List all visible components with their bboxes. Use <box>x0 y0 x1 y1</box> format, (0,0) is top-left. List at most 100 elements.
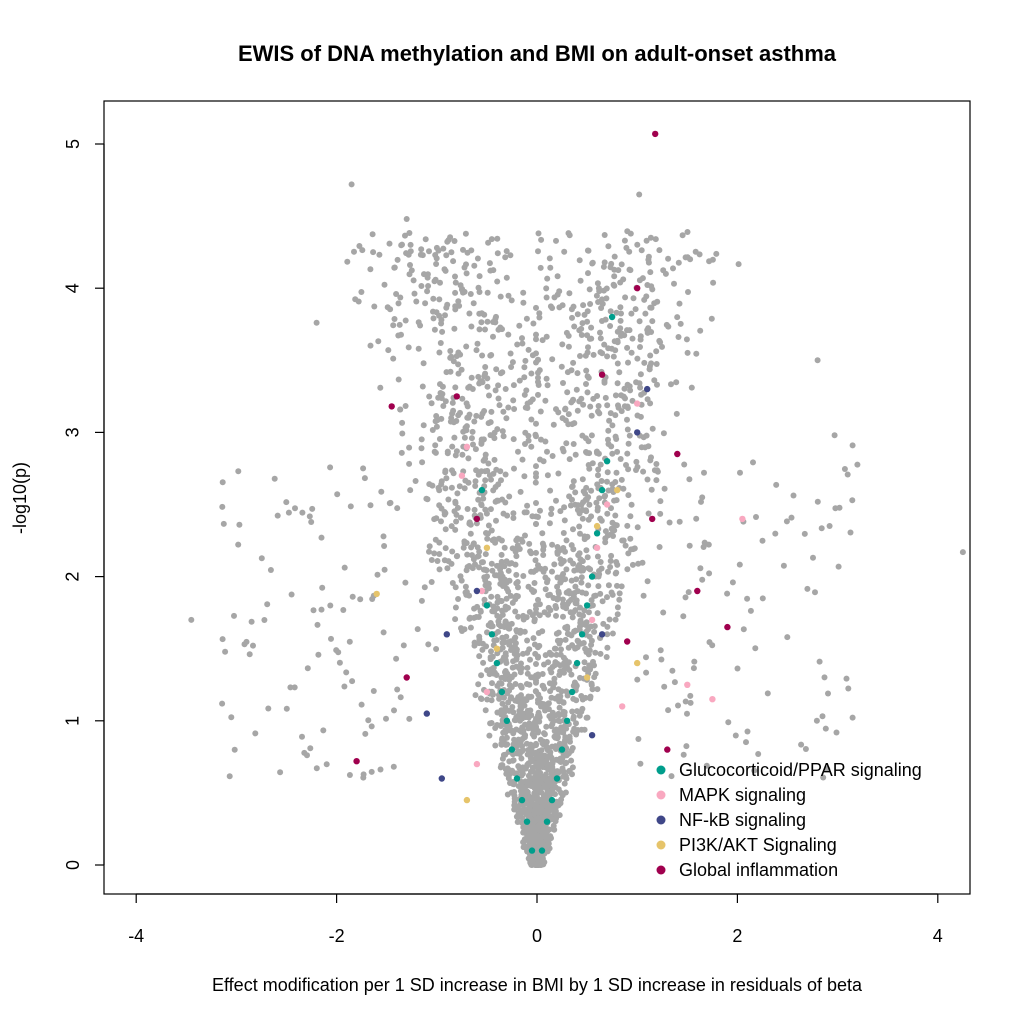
background-point <box>465 455 472 462</box>
background-point <box>477 608 484 615</box>
background-point <box>498 740 505 747</box>
background-point <box>570 526 576 533</box>
background-point <box>528 837 535 844</box>
background-point <box>515 613 522 620</box>
background-point <box>400 642 407 649</box>
background-point <box>847 529 854 536</box>
background-point <box>561 780 568 787</box>
background-point <box>576 550 583 557</box>
background-point <box>642 310 649 317</box>
background-point <box>521 628 528 635</box>
background-point <box>436 502 443 509</box>
background-point <box>391 316 398 322</box>
background-point <box>611 273 618 280</box>
background-point <box>383 715 389 722</box>
background-point <box>841 466 848 472</box>
background-point <box>433 244 440 251</box>
background-point <box>441 557 448 564</box>
background-point <box>609 630 616 637</box>
background-point <box>657 647 664 654</box>
background-point <box>612 433 619 440</box>
background-point <box>548 715 555 722</box>
background-point <box>474 340 481 347</box>
background-point <box>570 441 577 447</box>
background-point <box>538 236 545 243</box>
background-point <box>605 436 611 443</box>
background-point <box>615 267 622 274</box>
background-point <box>568 577 575 584</box>
background-point <box>438 316 445 323</box>
background-point <box>533 350 539 357</box>
series-0-point <box>528 847 536 854</box>
background-point <box>572 600 579 607</box>
background-point <box>445 496 452 503</box>
series-1-point <box>709 696 716 703</box>
background-point <box>604 402 611 409</box>
y-tick-label: 0 <box>63 860 83 870</box>
background-point <box>502 618 509 625</box>
background-point <box>585 609 592 616</box>
background-point <box>617 317 624 324</box>
background-point <box>390 355 397 362</box>
background-point <box>612 512 619 519</box>
background-point <box>505 404 512 411</box>
background-point <box>482 455 489 462</box>
background-point <box>527 824 534 831</box>
background-point <box>515 448 521 455</box>
background-point <box>591 662 597 669</box>
background-point <box>319 584 326 591</box>
background-point <box>608 589 615 596</box>
background-point <box>594 450 600 456</box>
background-point <box>579 705 586 712</box>
background-point <box>574 311 581 318</box>
background-point <box>594 610 601 617</box>
background-point <box>472 561 478 568</box>
background-point <box>616 369 623 376</box>
background-point <box>442 545 449 552</box>
background-point <box>533 567 539 574</box>
background-point <box>576 562 583 568</box>
background-point <box>562 636 569 643</box>
background-point <box>469 386 476 392</box>
background-point <box>488 408 495 415</box>
background-point <box>607 564 614 570</box>
background-point <box>406 271 413 278</box>
background-point <box>328 635 334 642</box>
background-point <box>577 353 583 359</box>
background-point <box>517 767 524 774</box>
y-axis: 0 1 2 3 4 5 <box>63 139 105 870</box>
background-point <box>491 669 498 676</box>
background-point <box>478 559 485 566</box>
background-point <box>489 654 496 660</box>
background-point <box>647 234 654 241</box>
background-point <box>585 516 592 523</box>
background-point <box>565 411 572 418</box>
background-point <box>724 590 731 597</box>
background-point <box>630 295 637 302</box>
series-0-point <box>538 847 546 854</box>
background-point <box>560 530 567 536</box>
background-point <box>537 507 543 514</box>
background-point <box>482 551 489 558</box>
background-point <box>575 638 582 645</box>
background-point <box>512 548 519 555</box>
background-point <box>474 544 481 551</box>
background-point <box>588 682 595 689</box>
background-point <box>471 506 478 513</box>
background-point <box>412 478 419 484</box>
background-point <box>522 429 529 436</box>
background-point <box>562 772 569 779</box>
background-point <box>475 496 482 503</box>
background-point <box>597 461 604 468</box>
background-point <box>690 665 697 672</box>
background-point <box>314 621 321 628</box>
background-point <box>535 644 541 651</box>
background-point <box>569 745 576 751</box>
background-point <box>452 289 459 296</box>
background-point <box>440 403 447 409</box>
background-point <box>462 477 469 484</box>
series-2-point <box>473 587 481 595</box>
background-point <box>587 403 594 410</box>
background-point <box>735 261 742 268</box>
background-point <box>570 609 577 616</box>
